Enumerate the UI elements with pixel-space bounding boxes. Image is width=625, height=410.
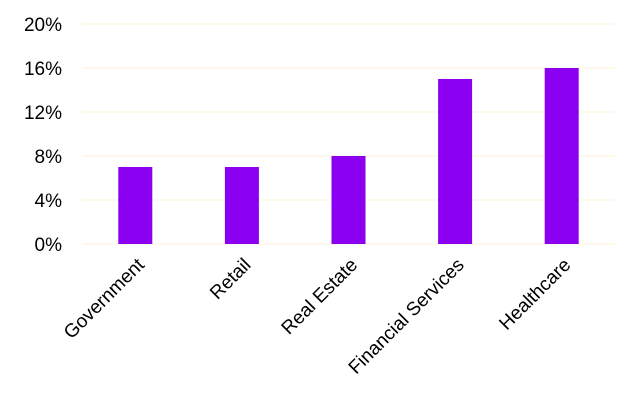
bar xyxy=(118,167,153,244)
y-axis-tick-labels: 0% 4% 8% 12% 16% 20% xyxy=(24,15,62,256)
y-tick-label: 0% xyxy=(35,235,63,256)
bars xyxy=(118,68,579,244)
y-tick-label: 8% xyxy=(35,147,63,168)
y-tick-label: 16% xyxy=(24,59,62,80)
y-tick-label: 20% xyxy=(24,15,62,36)
bar xyxy=(438,79,473,244)
x-tick-label: Real Estate xyxy=(278,255,362,339)
x-tick-label: Financial Services xyxy=(345,255,469,379)
y-tick-label: 12% xyxy=(24,103,62,124)
bar xyxy=(224,167,259,244)
y-tick-label: 4% xyxy=(35,191,63,212)
x-tick-label: Government xyxy=(60,254,149,343)
x-tick-label: Retail xyxy=(206,255,255,304)
bar xyxy=(331,156,366,244)
x-tick-label: Healthcare xyxy=(495,255,575,335)
bar xyxy=(544,68,579,244)
